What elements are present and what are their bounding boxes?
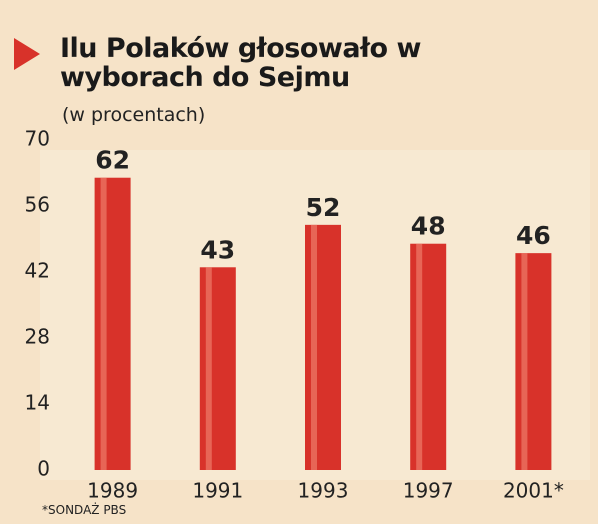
footnote: *SONDAŻ PBS bbox=[42, 503, 127, 517]
y-tick-label: 42 bbox=[25, 259, 50, 283]
bar-highlight bbox=[100, 177, 107, 470]
chart-title: Ilu Polaków głosowało w wyborach do Sejm… bbox=[60, 33, 421, 93]
bar-highlight bbox=[416, 243, 423, 470]
value-label: 43 bbox=[200, 235, 235, 264]
x-tick-label: 2001* bbox=[503, 479, 564, 503]
value-label: 62 bbox=[95, 146, 130, 175]
bar bbox=[410, 243, 447, 470]
bar-highlight bbox=[311, 224, 317, 470]
bar-highlight bbox=[205, 267, 212, 470]
title-arrow bbox=[14, 38, 40, 70]
x-tick-label: 1989 bbox=[87, 479, 138, 503]
y-tick-label: 28 bbox=[25, 325, 50, 349]
value-label: 52 bbox=[306, 193, 341, 222]
y-tick-label: 0 bbox=[37, 457, 50, 481]
bar-highlight bbox=[521, 253, 528, 470]
y-tick-label: 56 bbox=[25, 193, 50, 217]
x-tick-label: 1993 bbox=[298, 479, 349, 503]
bar bbox=[199, 267, 236, 470]
bar bbox=[515, 253, 552, 470]
x-tick-label: 1991 bbox=[192, 479, 243, 503]
bar bbox=[94, 177, 131, 470]
y-tick-label: 14 bbox=[25, 391, 50, 415]
value-label: 48 bbox=[411, 212, 446, 241]
value-label: 46 bbox=[516, 221, 551, 250]
y-tick-label: 70 bbox=[25, 127, 50, 151]
x-tick-label: 1997 bbox=[403, 479, 454, 503]
chart-subtitle: (w procentach) bbox=[62, 104, 206, 126]
bar bbox=[305, 224, 341, 470]
